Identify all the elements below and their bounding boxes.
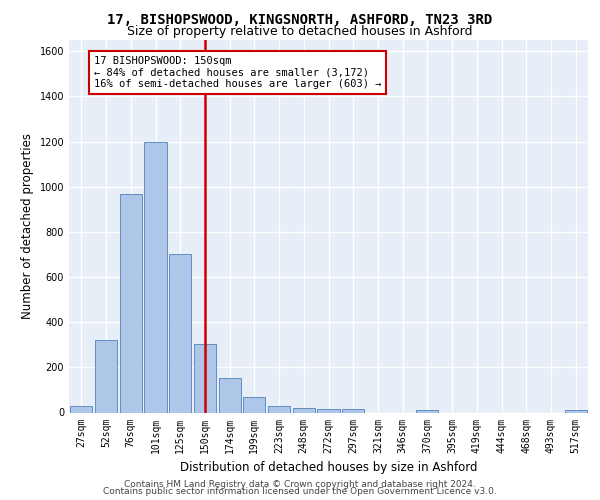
Bar [218, 378, 241, 412]
Bar [194, 344, 216, 412]
Text: 17, BISHOPSWOOD, KINGSNORTH, ASHFORD, TN23 3RD: 17, BISHOPSWOOD, KINGSNORTH, ASHFORD, TN… [107, 12, 493, 26]
Bar [268, 406, 290, 412]
Bar [119, 194, 142, 412]
Text: 17 BISHOPSWOOD: 150sqm
← 84% of detached houses are smaller (3,172)
16% of semi-: 17 BISHOPSWOOD: 150sqm ← 84% of detached… [94, 56, 381, 89]
Bar [293, 408, 315, 412]
Bar [342, 409, 364, 412]
Text: Contains public sector information licensed under the Open Government Licence v3: Contains public sector information licen… [103, 487, 497, 496]
Bar [317, 409, 340, 412]
Bar [416, 410, 439, 412]
Y-axis label: Number of detached properties: Number of detached properties [21, 133, 34, 320]
Text: Size of property relative to detached houses in Ashford: Size of property relative to detached ho… [127, 25, 473, 38]
Bar [145, 142, 167, 412]
Text: Contains HM Land Registry data © Crown copyright and database right 2024.: Contains HM Land Registry data © Crown c… [124, 480, 476, 489]
Bar [95, 340, 117, 412]
Bar [70, 406, 92, 412]
Bar [169, 254, 191, 412]
Bar [243, 396, 265, 412]
X-axis label: Distribution of detached houses by size in Ashford: Distribution of detached houses by size … [180, 461, 477, 474]
Bar [565, 410, 587, 412]
